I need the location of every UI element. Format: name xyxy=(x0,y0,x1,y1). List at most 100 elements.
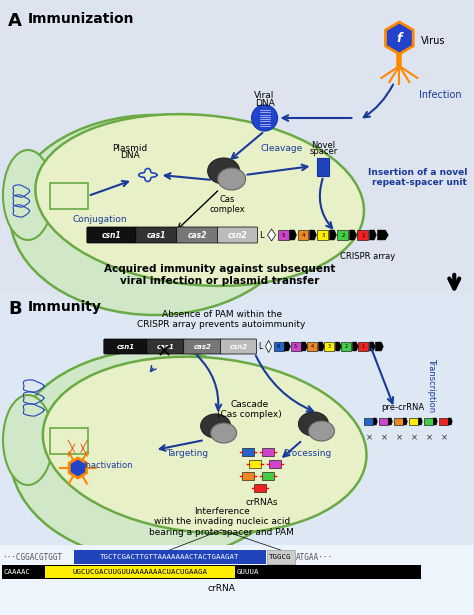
Circle shape xyxy=(252,105,278,131)
Polygon shape xyxy=(388,418,392,425)
Text: Plasmid: Plasmid xyxy=(112,144,147,153)
Text: Immunity: Immunity xyxy=(28,300,102,314)
Text: csn2: csn2 xyxy=(228,231,247,239)
Text: 1: 1 xyxy=(362,344,365,349)
Polygon shape xyxy=(349,230,356,240)
Text: Transcription: Transcription xyxy=(427,358,436,412)
Polygon shape xyxy=(448,418,452,425)
Text: 1: 1 xyxy=(361,232,365,237)
Text: TGCTCGACTTGTTAAAAAAACTACTGAAGAT: TGCTCGACTTGTTAAAAAAACTACTGAAGAT xyxy=(100,554,239,560)
Text: ╱  ╲: ╱ ╲ xyxy=(68,443,88,456)
Text: ···CGGACGTGGT: ···CGGACGTGGT xyxy=(2,552,62,561)
Text: spacer: spacer xyxy=(310,147,337,156)
Bar xyxy=(269,460,281,468)
Text: Immunization: Immunization xyxy=(28,12,135,26)
Text: Targeting: Targeting xyxy=(165,448,208,458)
Text: ×: × xyxy=(396,433,403,442)
Text: 4: 4 xyxy=(311,344,314,349)
Text: cas2: cas2 xyxy=(194,344,211,349)
Text: GUUUA: GUUUA xyxy=(237,569,259,575)
Polygon shape xyxy=(433,418,438,425)
Text: CRISPR array: CRISPR array xyxy=(340,252,395,261)
Text: cas1: cas1 xyxy=(157,344,174,349)
FancyBboxPatch shape xyxy=(147,339,185,354)
Text: 5: 5 xyxy=(294,344,297,349)
Text: 3: 3 xyxy=(328,344,331,349)
Polygon shape xyxy=(319,342,325,351)
Bar xyxy=(357,230,368,240)
Polygon shape xyxy=(377,230,388,240)
Text: UGCUCGACUUGUUAAAAAAACUACUGAAGA: UGCUCGACUUGUUAAAAAAACUACUGAAGA xyxy=(72,569,207,575)
Text: Infection: Infection xyxy=(419,90,462,100)
Polygon shape xyxy=(403,418,407,425)
Ellipse shape xyxy=(299,412,328,436)
Text: Acquired immunity against subsequent
viral infection or plasmid transfer: Acquired immunity against subsequent vir… xyxy=(104,264,335,285)
Ellipse shape xyxy=(201,414,231,438)
Bar xyxy=(308,342,318,351)
Bar xyxy=(291,342,301,351)
Bar xyxy=(298,230,309,240)
Bar xyxy=(254,484,265,492)
FancyBboxPatch shape xyxy=(177,227,219,243)
Polygon shape xyxy=(419,418,422,425)
Polygon shape xyxy=(310,230,317,240)
Text: ×: × xyxy=(366,433,373,442)
Ellipse shape xyxy=(3,150,53,240)
Bar xyxy=(379,418,388,425)
Text: csn1: csn1 xyxy=(117,344,135,349)
Ellipse shape xyxy=(10,115,300,315)
Ellipse shape xyxy=(309,421,335,441)
FancyBboxPatch shape xyxy=(220,339,256,354)
Text: csn2: csn2 xyxy=(229,344,248,349)
Polygon shape xyxy=(375,342,383,351)
Text: ATGAA···: ATGAA··· xyxy=(295,552,333,561)
Text: Conjugation: Conjugation xyxy=(73,215,127,224)
Polygon shape xyxy=(301,342,308,351)
Ellipse shape xyxy=(43,357,366,533)
Bar xyxy=(318,230,328,240)
FancyBboxPatch shape xyxy=(87,227,137,243)
Bar xyxy=(394,418,403,425)
Text: Interference
with the invading nucleic acid
bearing a proto-spacer and PAM: Interference with the invading nucleic a… xyxy=(149,507,294,537)
Ellipse shape xyxy=(36,114,364,286)
Polygon shape xyxy=(353,342,358,351)
Text: B: B xyxy=(8,300,22,318)
Ellipse shape xyxy=(10,350,300,560)
Bar xyxy=(2,565,421,579)
Bar xyxy=(0,545,473,615)
Text: ✕: ✕ xyxy=(157,343,172,361)
Bar xyxy=(45,566,235,578)
Polygon shape xyxy=(290,230,297,240)
Bar xyxy=(262,448,273,456)
Text: 2: 2 xyxy=(345,344,348,349)
Bar xyxy=(318,158,329,176)
Text: ×: × xyxy=(426,433,433,442)
Polygon shape xyxy=(329,230,337,240)
Bar xyxy=(0,295,473,615)
Text: Viral: Viral xyxy=(255,91,275,100)
Text: 6: 6 xyxy=(277,344,280,349)
Polygon shape xyxy=(267,229,275,241)
Ellipse shape xyxy=(208,158,240,184)
Text: cas2: cas2 xyxy=(188,231,207,239)
Text: Novel: Novel xyxy=(311,141,336,150)
Text: Virus: Virus xyxy=(421,36,446,46)
FancyBboxPatch shape xyxy=(104,339,148,354)
Text: f: f xyxy=(397,31,402,44)
Ellipse shape xyxy=(3,395,53,485)
Text: L: L xyxy=(260,231,264,239)
Text: crRNA: crRNA xyxy=(208,584,236,593)
Text: crRNAs: crRNAs xyxy=(246,498,278,507)
Text: DNA: DNA xyxy=(120,151,140,160)
Polygon shape xyxy=(369,230,376,240)
Bar xyxy=(410,418,419,425)
Text: csn1: csn1 xyxy=(102,231,122,239)
Bar xyxy=(248,460,261,468)
Text: 4: 4 xyxy=(301,232,305,237)
Bar xyxy=(262,472,273,480)
Bar xyxy=(0,0,473,295)
Text: A: A xyxy=(8,12,22,30)
Text: ×: × xyxy=(411,433,418,442)
Bar xyxy=(325,342,335,351)
Bar xyxy=(242,472,254,480)
